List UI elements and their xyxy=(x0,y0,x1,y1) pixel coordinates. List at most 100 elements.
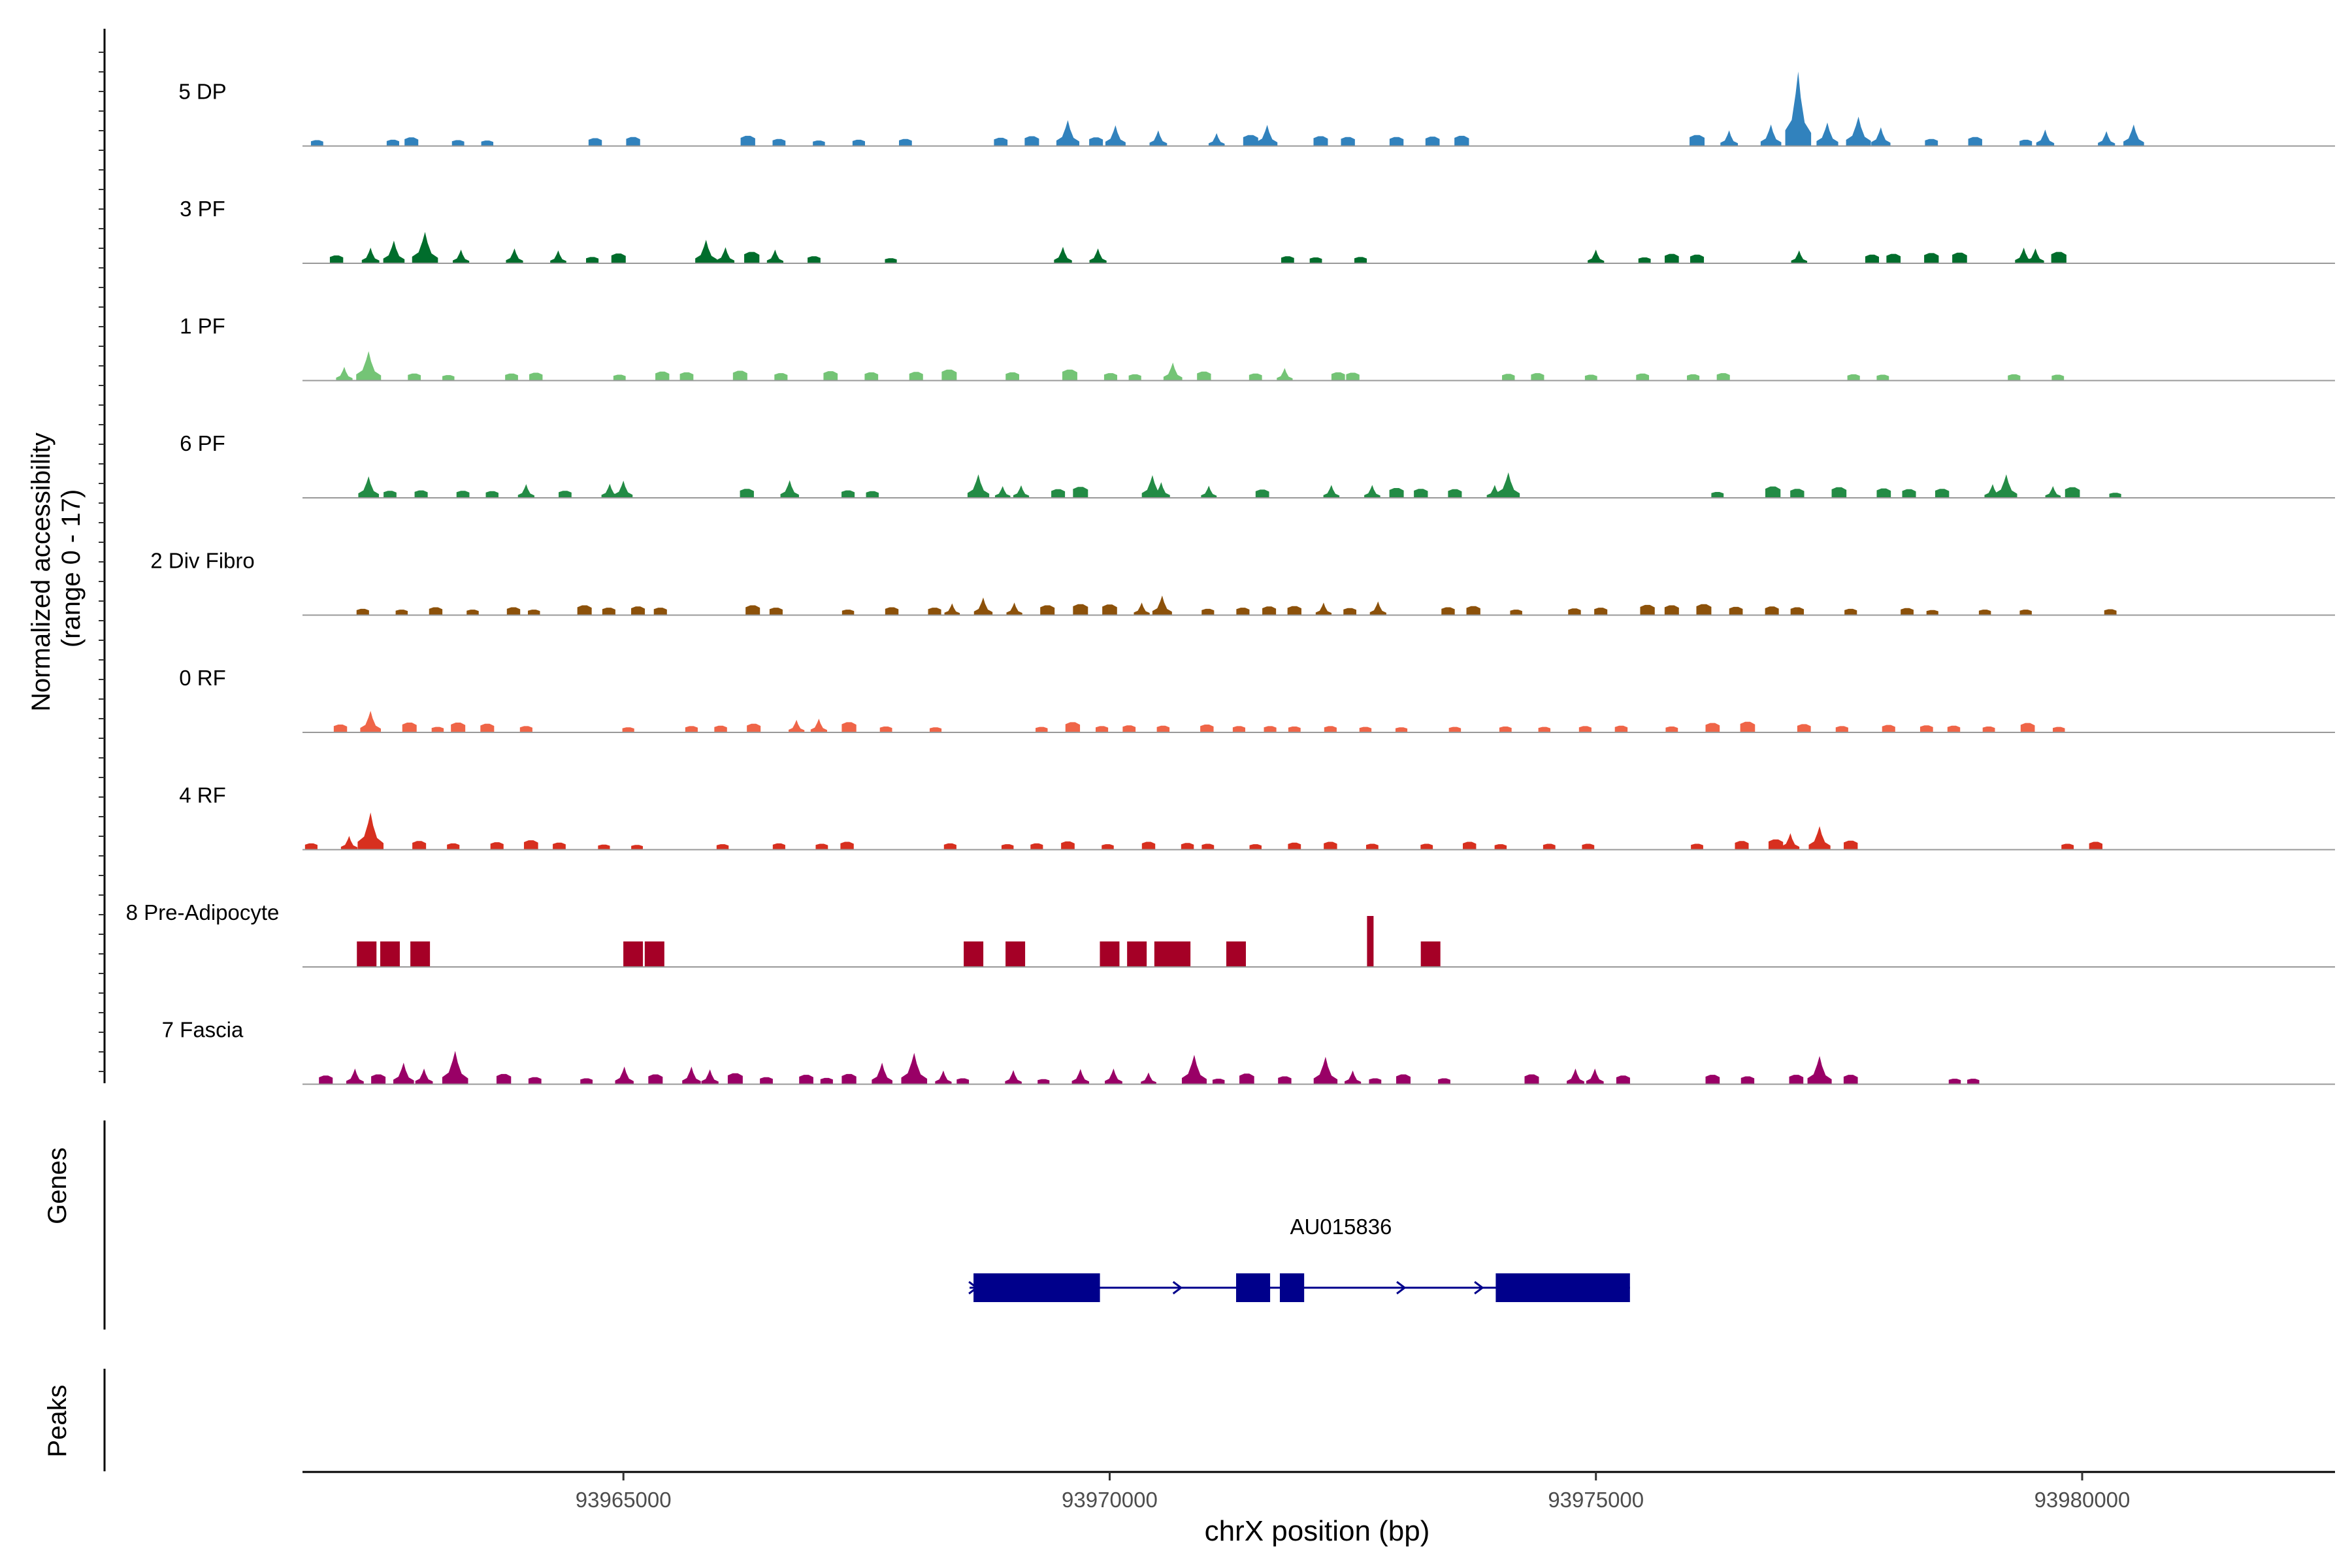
coverage-peak xyxy=(358,476,380,498)
coverage-peak xyxy=(304,843,318,850)
coverage-peak xyxy=(1141,841,1156,850)
coverage-peak xyxy=(356,351,382,381)
coverage-peak xyxy=(485,491,498,498)
coverage-peak xyxy=(1313,1056,1338,1085)
track-2-div-fibro: 2 Div Fibro xyxy=(150,549,2335,616)
coverage-peak xyxy=(1616,1075,1630,1085)
coverage-peak xyxy=(653,608,667,615)
coverage-peak xyxy=(1288,842,1301,850)
coverage-peak xyxy=(395,610,408,615)
coverage-peak xyxy=(1846,116,1871,146)
coverage-peak xyxy=(1062,369,1077,381)
coverage-peak xyxy=(885,607,899,615)
coverage-peak xyxy=(1243,135,1258,146)
coverage-peak xyxy=(1768,839,1784,850)
tracks-group: 5 DP 3 PF 1 PF 6 PF 2 Div Fibro 0 RF 4 RF 8 Pre… xyxy=(126,71,2335,1085)
coverage-peak xyxy=(1040,605,1055,615)
coverage-peak xyxy=(319,1075,333,1085)
coverage-peak xyxy=(1790,489,1805,498)
coverage-peak xyxy=(1765,606,1779,615)
coverage-peak xyxy=(480,723,495,732)
coverage-peak xyxy=(732,370,747,381)
coverage-peak xyxy=(466,610,479,615)
coverage-peak xyxy=(346,1068,364,1085)
coverage-peak xyxy=(496,1073,512,1085)
coverage-peak xyxy=(623,941,644,967)
coverage-peak xyxy=(357,941,377,967)
coverage-peak xyxy=(973,597,993,615)
coverage-peak xyxy=(553,842,566,850)
coverage-peak xyxy=(1952,252,1967,263)
coverage-peak xyxy=(745,605,760,615)
coverage-peak xyxy=(769,608,783,615)
coverage-peak xyxy=(402,723,417,732)
coverage-peak xyxy=(2027,248,2044,263)
coverage-peak xyxy=(1978,610,1991,615)
coverage-peak xyxy=(631,845,643,850)
track-1-pf: 1 PF xyxy=(180,314,2335,382)
track-3-pf: 3 PF xyxy=(180,197,2335,264)
coverage-peak xyxy=(1249,844,1262,850)
coverage-peak xyxy=(1640,604,1655,615)
coverage-peak xyxy=(1441,607,1455,615)
coverage-peak xyxy=(506,248,523,263)
coverage-peak xyxy=(1665,727,1678,732)
coverage-peak xyxy=(808,256,821,263)
coverage-peak xyxy=(1463,841,1477,850)
coverage-peak xyxy=(648,1074,663,1085)
coverage-peak xyxy=(380,941,400,967)
coverage-peak xyxy=(1816,122,1838,146)
coverage-peak xyxy=(1102,844,1114,850)
coverage-peak xyxy=(1249,373,1262,381)
coverage-peak xyxy=(964,941,984,967)
gene-exon xyxy=(973,1273,1100,1302)
coverage-peak xyxy=(1256,125,1278,146)
coverage-peak xyxy=(586,257,599,263)
coverage-peak xyxy=(1037,1079,1050,1085)
coverage-peak xyxy=(789,719,805,732)
coverage-peak xyxy=(766,250,784,263)
coverage-peak xyxy=(740,135,755,146)
coverage-peak xyxy=(386,139,399,146)
coverage-peak xyxy=(1844,608,1857,615)
coverage-peak xyxy=(1201,608,1215,615)
coverage-peak xyxy=(412,841,427,850)
coverage-peak xyxy=(1847,374,1860,381)
coverage-peak xyxy=(1781,833,1800,850)
coverage-peak xyxy=(1807,1056,1832,1085)
coverage-peak xyxy=(383,240,405,263)
coverage-peak xyxy=(1281,256,1294,263)
coverage-peak xyxy=(780,480,799,498)
coverage-peak xyxy=(1538,727,1551,732)
coverage-peak xyxy=(1096,726,1109,732)
coverage-peak xyxy=(2104,609,2117,615)
coverage-peak xyxy=(1497,472,1520,498)
coverage-peak xyxy=(528,1077,542,1085)
coverage-peak xyxy=(1102,604,1117,615)
coverage-peak xyxy=(580,1078,593,1085)
coverage-peak xyxy=(611,253,626,263)
coverage-peak xyxy=(1005,1070,1022,1085)
coverage-peak xyxy=(1588,250,1605,263)
coverage-peak xyxy=(760,1077,773,1085)
coverage-peak xyxy=(2036,129,2055,146)
coverage-peak xyxy=(1208,133,1225,146)
coverage-peak xyxy=(336,367,353,381)
track-label: 3 PF xyxy=(180,197,225,221)
coverage-peak xyxy=(1871,127,1891,146)
coverage-peak xyxy=(1396,1074,1411,1085)
coverage-peak xyxy=(429,607,443,615)
coverage-peak xyxy=(1720,130,1739,146)
coverage-peak xyxy=(1313,136,1328,146)
coverage-peak xyxy=(1638,257,1651,263)
coverage-peak xyxy=(1926,610,1938,615)
coverage-peak xyxy=(701,1069,719,1085)
track-label: 6 PF xyxy=(180,431,225,455)
coverage-peak xyxy=(1324,841,1337,850)
coverage-peak xyxy=(994,137,1008,146)
coverage-peak xyxy=(799,1075,813,1085)
coverage-peak xyxy=(1948,1079,1961,1085)
coverage-peak xyxy=(1073,604,1088,615)
coverage-peak xyxy=(866,491,879,498)
